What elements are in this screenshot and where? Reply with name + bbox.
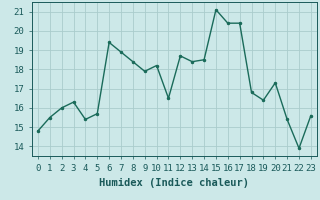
X-axis label: Humidex (Indice chaleur): Humidex (Indice chaleur) bbox=[100, 178, 249, 188]
